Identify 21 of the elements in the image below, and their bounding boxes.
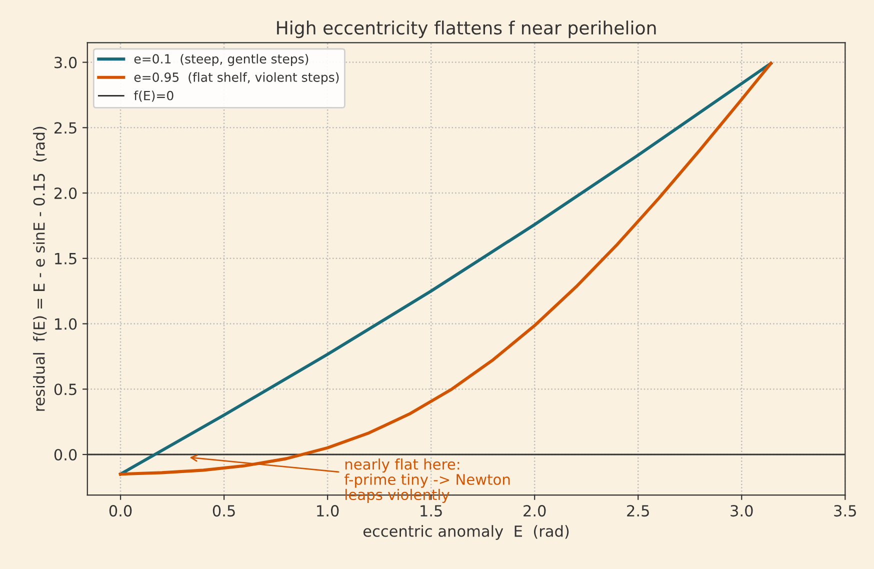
legend-label: e=0.95 (flat shelf, violent steps) (134, 72, 339, 84)
y-axis-title: residual f(E) = E - e sinE - 0.15 (rad) (33, 126, 47, 411)
y-tick-label: 2.5 (54, 122, 76, 134)
y-tick-label: 2.0 (54, 187, 77, 200)
chart-title: High eccentricity flattens f near perihelion (277, 20, 656, 38)
x-tick-label: 0.0 (109, 505, 132, 517)
legend-label: f(E)=0 (134, 90, 174, 102)
x-tick-label: 3.5 (834, 505, 856, 517)
x-tick-label: 1.0 (317, 505, 339, 517)
x-axis-title: eccentric anomaly E (rad) (363, 525, 569, 540)
x-tick-label: 0.5 (212, 505, 235, 517)
legend-label: e=0.1 (steep, gentle steps) (134, 54, 308, 66)
y-tick-label: 0.5 (54, 384, 76, 396)
y-tick-label: 3.0 (54, 56, 77, 68)
y-tick-label: 0.0 (54, 448, 77, 461)
x-tick-label: 2.0 (524, 505, 546, 517)
y-tick-label: 1.0 (55, 318, 77, 330)
x-tick-label: 3.0 (730, 505, 753, 517)
x-tick-label: 1.5 (420, 505, 442, 517)
x-tick-label: 2.5 (627, 505, 649, 517)
y-tick-label: 1.5 (55, 253, 76, 264)
